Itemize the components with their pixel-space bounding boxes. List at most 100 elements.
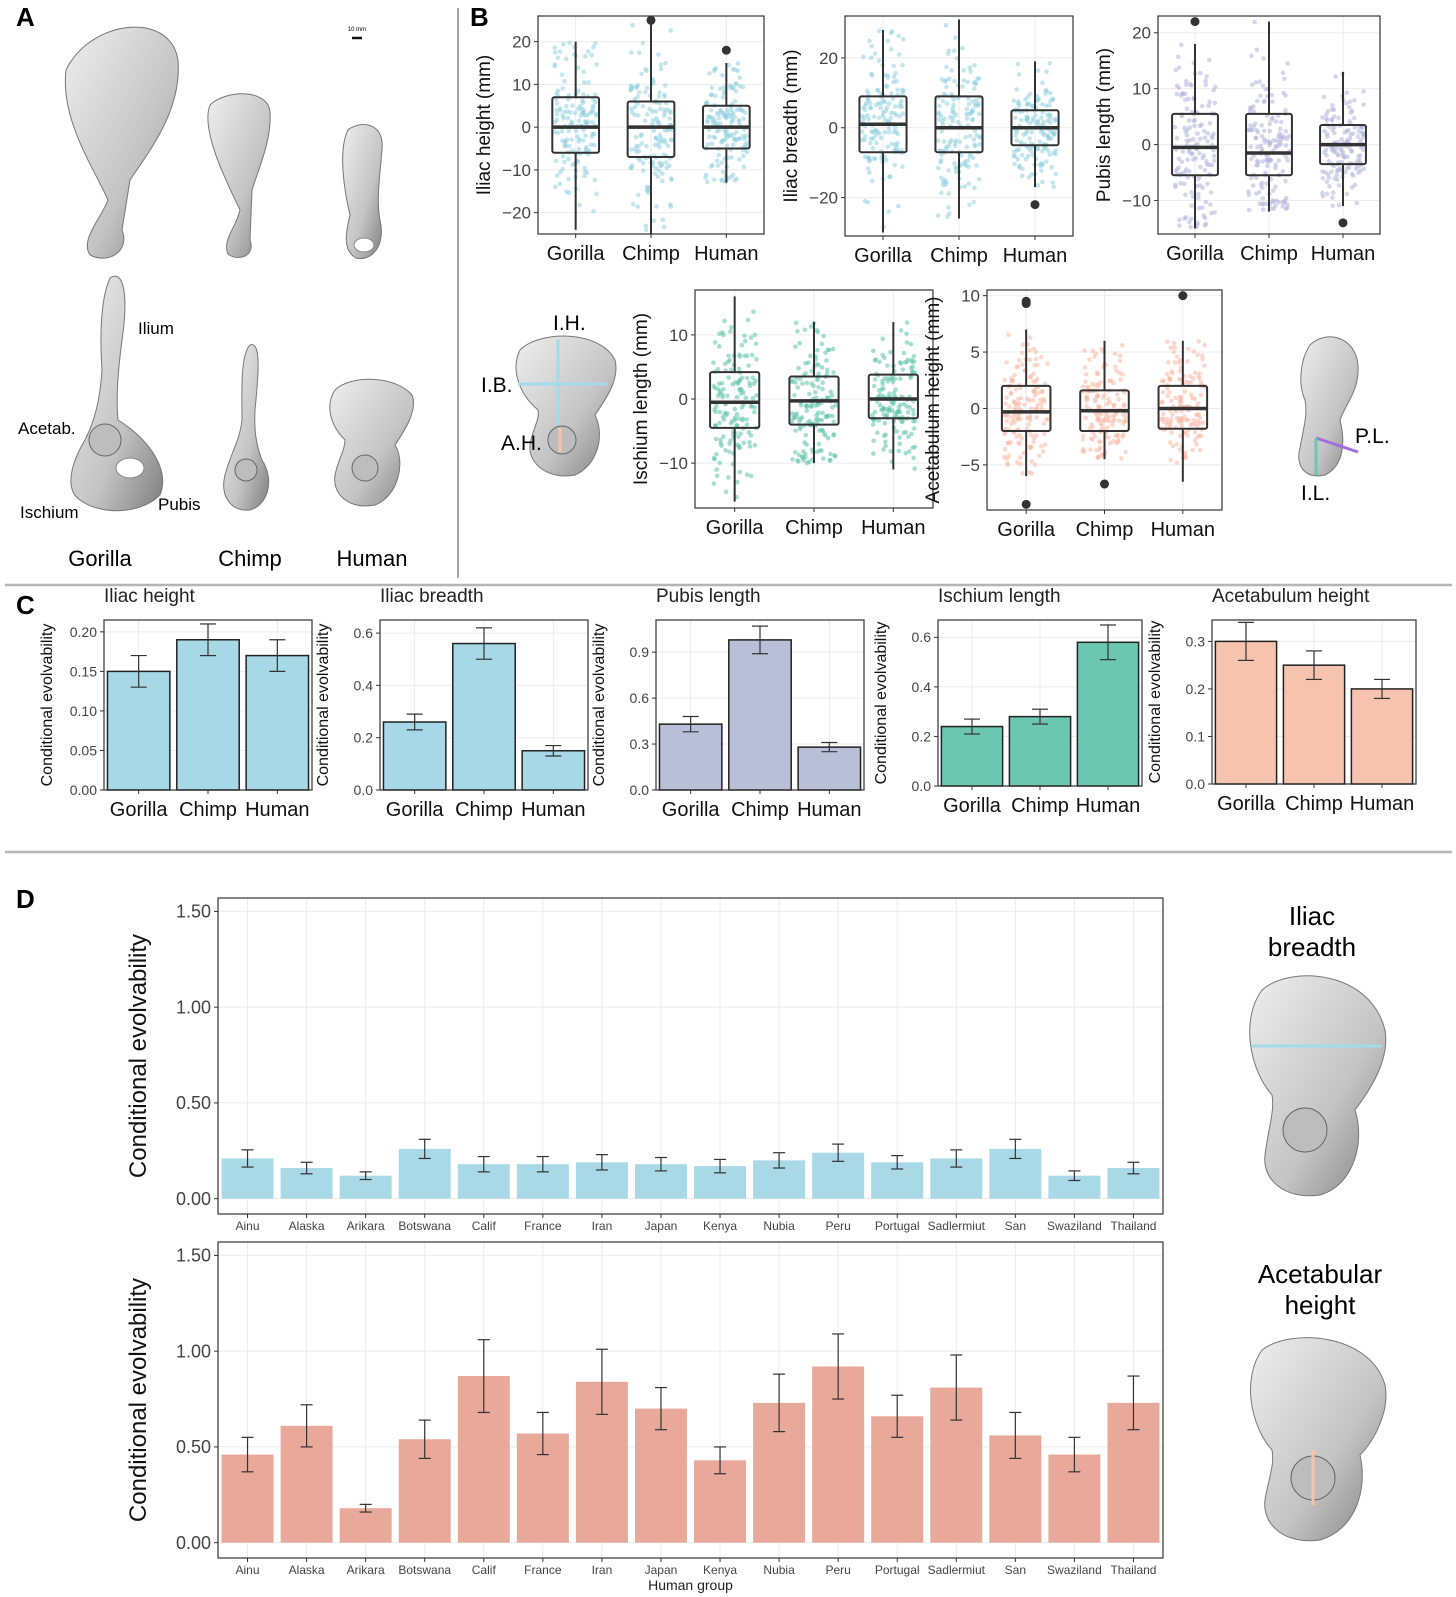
chart-b4-point [743, 395, 749, 401]
chart-b1-point [583, 147, 589, 152]
chart-b4-point [900, 367, 906, 372]
chart-b4-point [752, 442, 758, 448]
chart-b5-point [1006, 453, 1012, 458]
chart-b1-point [581, 69, 587, 75]
chart-b5-point [1113, 433, 1119, 439]
chart-b1-point [741, 116, 746, 122]
chart-b2-xtick-label: Gorilla [854, 245, 913, 267]
chart-b5-point [1161, 419, 1167, 425]
chart-b1-point [708, 92, 714, 98]
chart-b2-point [943, 22, 949, 28]
chart-b4-point [816, 417, 822, 423]
chart-b2-point [1052, 128, 1058, 134]
chart-b1-point [712, 66, 718, 72]
chart-b4-point [893, 387, 898, 392]
chart-b5-ytick-label: 0 [971, 399, 980, 418]
chart-b4-point [789, 411, 795, 416]
chart-b3-point [1267, 121, 1273, 127]
chart-b1-point [643, 89, 648, 95]
chart-b3-point [1257, 79, 1263, 84]
chart-b3-point [1246, 207, 1252, 213]
chart-b3-point [1342, 154, 1347, 160]
chart-b5-point [1173, 395, 1179, 401]
chart-b4-point [911, 426, 917, 431]
chart-b4-point [807, 391, 812, 397]
chart-b4-point [897, 376, 903, 382]
chart-b1-point [636, 144, 641, 149]
chart-b5-point [1036, 453, 1042, 459]
chart-c5-bar [1350, 688, 1414, 785]
chart-b3-point [1259, 185, 1265, 190]
chart-b2-point [953, 35, 958, 40]
chart-b5-point [1116, 397, 1122, 402]
chart-b5-point [1034, 433, 1039, 438]
chart-b2-point [1025, 115, 1030, 121]
chart-d2-xtick-label: Kenya [703, 1563, 737, 1577]
chart-d1-border [217, 897, 1164, 1215]
chart-b4-point [820, 428, 826, 433]
chart-b2-point [965, 79, 971, 85]
chart-b3-point [1205, 181, 1210, 187]
chart-b1-point [582, 53, 588, 59]
chart-b3-point [1184, 78, 1189, 84]
chart-b4-point [747, 439, 752, 445]
chart-b1-point [628, 165, 634, 170]
chart-b1-point [642, 118, 648, 124]
chart-b1-point [591, 208, 596, 214]
chart-b4-point [742, 338, 748, 344]
chart-b5-point [1170, 443, 1176, 449]
chart-b1-point [552, 62, 558, 67]
chart-b1-point [594, 191, 599, 197]
chart-b2-point [865, 155, 871, 160]
chart-b1-point [562, 140, 568, 145]
chart-b5-point [1030, 397, 1036, 403]
label-ih: I.H. [553, 312, 586, 335]
chart-b2-point [1019, 152, 1025, 158]
chart-b1-point [644, 68, 649, 74]
chart-b1-point [722, 128, 727, 133]
chart-b5-outlier [1021, 296, 1031, 306]
chart-b3-point [1172, 124, 1178, 130]
chart-b2-point [893, 142, 898, 148]
pelvis-left-acetabulum [547, 425, 577, 455]
chart-b1-point [563, 56, 569, 62]
chart-b2-point [1041, 132, 1047, 138]
chart-b1-point [557, 49, 563, 54]
chart-b4-point [802, 440, 807, 445]
chart-b3-point [1336, 183, 1342, 188]
chart-b5-point [1009, 376, 1014, 381]
chart-b3-point [1278, 126, 1283, 132]
chart-b4-point [897, 435, 902, 440]
chart-b3-point [1200, 185, 1205, 190]
chart-b4-point [831, 370, 836, 375]
chart-b3-point [1203, 221, 1209, 227]
chart-b3-point [1248, 175, 1254, 181]
chart-b1-point [732, 67, 738, 73]
chart-b2-point [1048, 90, 1053, 96]
chart-c5-xtick-label: Chimp [1285, 793, 1343, 815]
chart-b5-point [1178, 395, 1184, 401]
chart-b4-point [722, 318, 727, 324]
chart-b4-point [880, 406, 886, 412]
chart-b4-point [820, 386, 825, 392]
chart-c4-ytick-label: 0.0 [912, 778, 932, 794]
chart-b2-point [952, 161, 957, 166]
chart-b1-point [562, 159, 567, 165]
chart-b4-point [821, 333, 826, 339]
chart-b5-point [1014, 460, 1020, 465]
d-title-acet-line1: Acetabular [1258, 1259, 1383, 1289]
chart-b1-point [664, 165, 670, 171]
chart-b4-point [740, 416, 745, 422]
chart-b3-point [1206, 57, 1212, 63]
chart-b2-point [900, 91, 905, 96]
chart-b2-point [1050, 180, 1056, 185]
chart-c4: Ischium length 0.0 0.2 0.4 0.6 Gorilla Chimp Hu… [873, 586, 1143, 817]
chart-b5-point [1020, 342, 1025, 347]
chart-b2-point [963, 163, 969, 168]
chart-d1-xtick-label: Calif [472, 1219, 497, 1233]
chart-b3-point [1283, 178, 1288, 184]
chart-b4-point [870, 348, 876, 354]
chart-b2-point [971, 137, 977, 142]
chart-b5-point [1035, 362, 1040, 368]
chart-c2-bar [521, 750, 586, 791]
